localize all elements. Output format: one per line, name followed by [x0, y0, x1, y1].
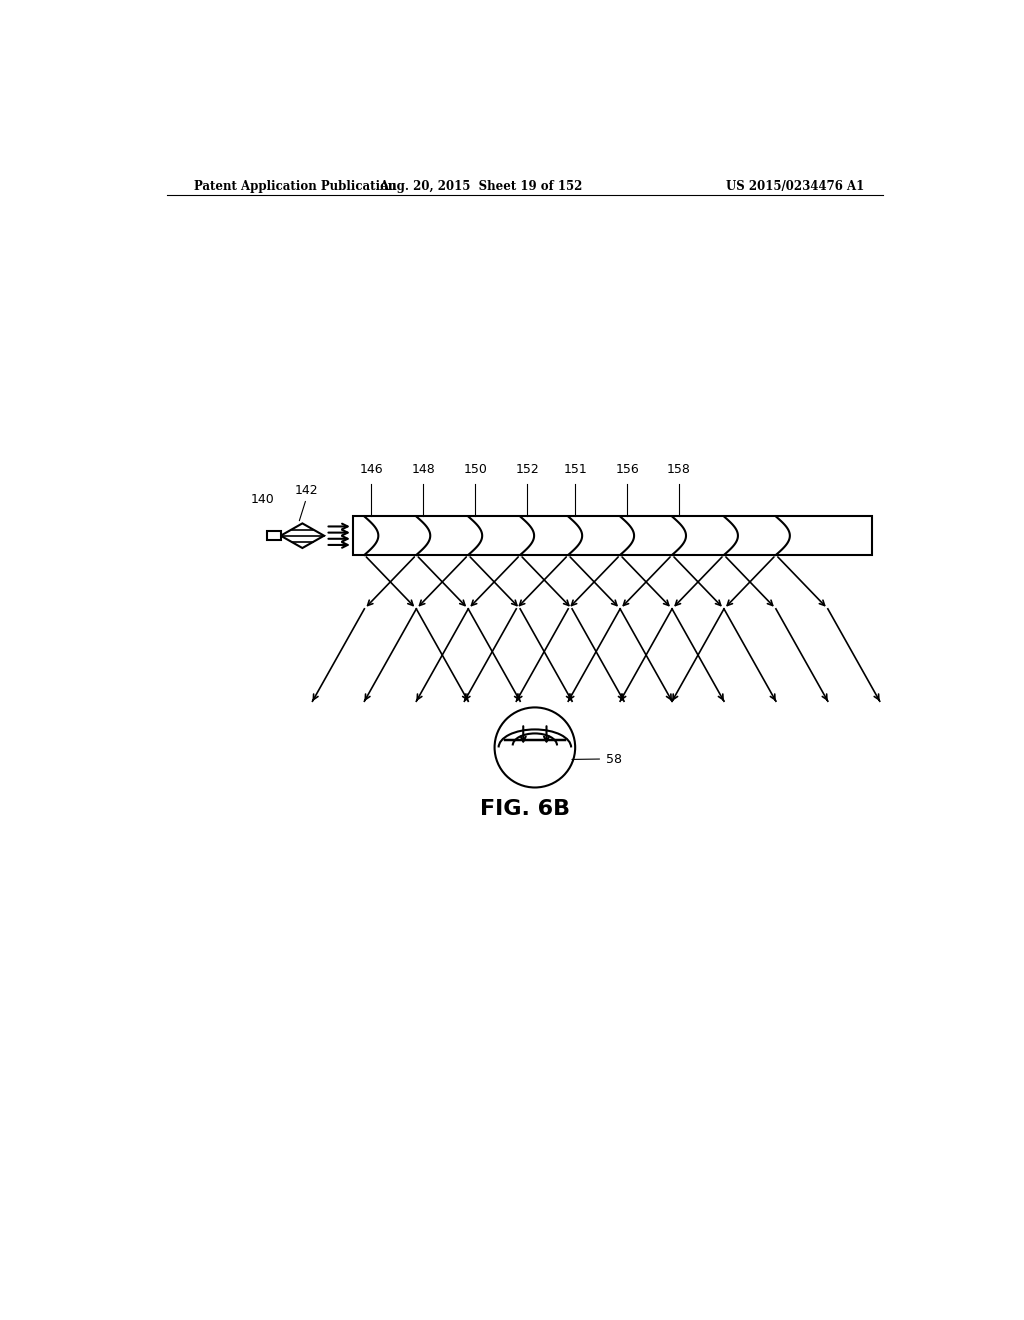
Text: 58: 58 [606, 752, 623, 766]
Text: FIG. 6B: FIG. 6B [479, 799, 570, 818]
Text: 152: 152 [515, 463, 539, 477]
Text: 150: 150 [463, 463, 487, 477]
Text: 146: 146 [359, 463, 383, 477]
Text: 158: 158 [667, 463, 691, 477]
Text: US 2015/0234476 A1: US 2015/0234476 A1 [726, 180, 864, 193]
Text: 151: 151 [563, 463, 587, 477]
Text: Patent Application Publication: Patent Application Publication [194, 180, 396, 193]
Text: Aug. 20, 2015  Sheet 19 of 152: Aug. 20, 2015 Sheet 19 of 152 [379, 180, 583, 193]
Text: 148: 148 [412, 463, 435, 477]
Text: 142: 142 [295, 484, 318, 498]
Bar [352, 516, 872, 554]
Bar [266, 531, 281, 540]
Text: 156: 156 [615, 463, 639, 477]
Text: 140: 140 [251, 494, 274, 507]
